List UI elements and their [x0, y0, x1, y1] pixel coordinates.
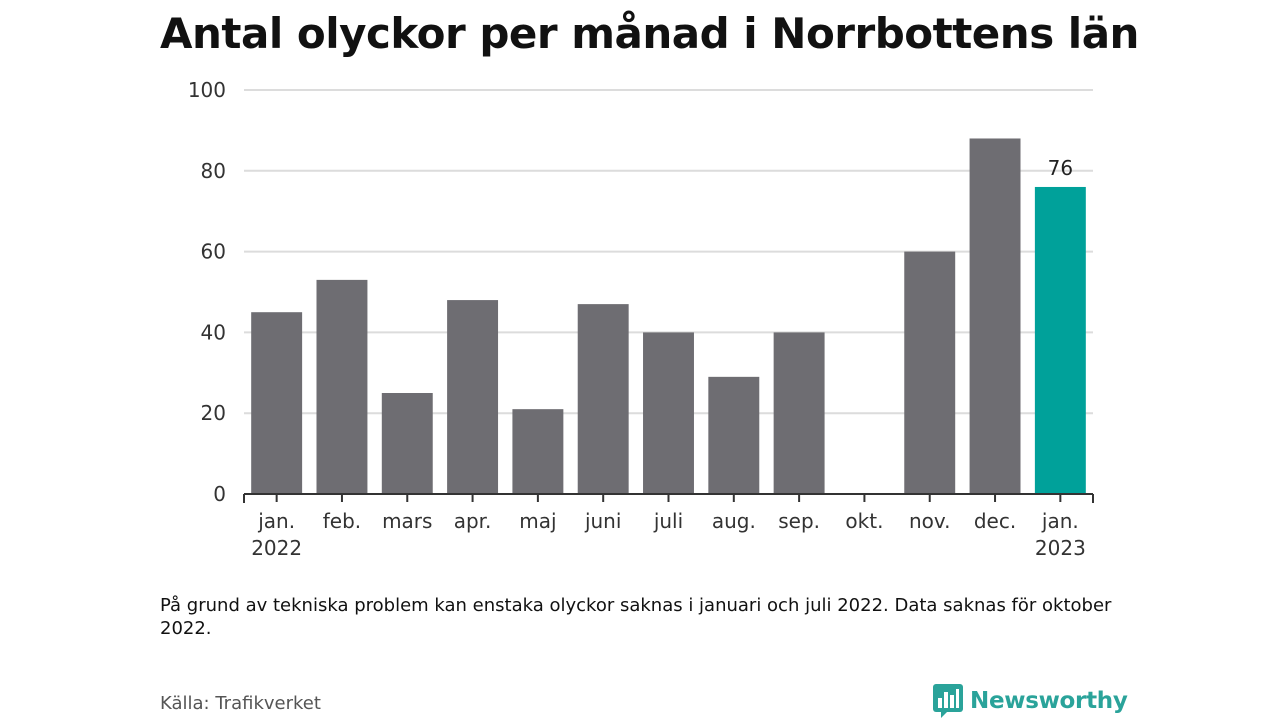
source-text: Källa: Trafikverket	[160, 693, 321, 714]
chart-title: Antal olyckor per månad i Norrbottens lä…	[160, 9, 1139, 58]
brand-name: Newsworthy	[970, 688, 1128, 714]
x-tick-label: 2022	[251, 536, 302, 560]
y-tick-label: 60	[201, 240, 226, 264]
bar	[643, 332, 694, 494]
x-tick-label: jan.	[257, 509, 295, 533]
bar	[251, 312, 303, 494]
bar-chart: 0 20 40 60 80 100 jan. 2022 feb. mars apr. maj juni…	[188, 78, 1094, 560]
bar	[577, 304, 629, 494]
x-tick-label: 2023	[1035, 536, 1086, 560]
x-tick-label: nov.	[909, 509, 951, 533]
x-tick-label: mars	[382, 509, 432, 533]
y-tick-label: 80	[201, 159, 226, 183]
y-tick-label: 40	[201, 320, 226, 344]
bar	[381, 393, 433, 494]
bar	[969, 138, 1021, 495]
x-tick-label: feb.	[323, 509, 361, 533]
bars	[251, 138, 1086, 495]
y-tick-label: 0	[213, 482, 226, 506]
bar	[316, 279, 368, 494]
y-axis-ticks: 0 20 40 60 80 100	[188, 78, 226, 506]
x-tick-label: okt.	[845, 509, 883, 533]
bar	[447, 300, 499, 494]
brand-logo[interactable]: Newsworthy	[932, 683, 1128, 719]
bar	[512, 409, 564, 494]
bar	[773, 332, 825, 494]
bar	[904, 251, 956, 494]
footnote: På grund av tekniska problem kan enstaka…	[160, 595, 1112, 639]
x-tick-label: dec.	[974, 509, 1016, 533]
x-tick-label: maj	[519, 509, 556, 533]
x-tick-label: juni	[584, 509, 621, 533]
x-axis-ticks: jan. 2022 feb. mars apr. maj juni juli aug. sep. o…	[251, 509, 1086, 560]
bar	[708, 376, 760, 494]
x-tick-label: apr.	[454, 509, 492, 533]
y-tick-label: 20	[201, 401, 226, 425]
y-tick-label: 100	[188, 78, 226, 102]
data-labels: 76	[1048, 156, 1073, 180]
x-axis	[243, 493, 1094, 503]
bar-chart-bubble-icon	[933, 684, 963, 718]
x-tick-label: jan.	[1041, 509, 1079, 533]
bar-highlight	[1034, 186, 1086, 494]
x-tick-label: aug.	[712, 509, 756, 533]
data-label: 76	[1048, 156, 1073, 180]
x-tick-label: sep.	[778, 509, 820, 533]
x-tick-label: juli	[653, 509, 683, 533]
